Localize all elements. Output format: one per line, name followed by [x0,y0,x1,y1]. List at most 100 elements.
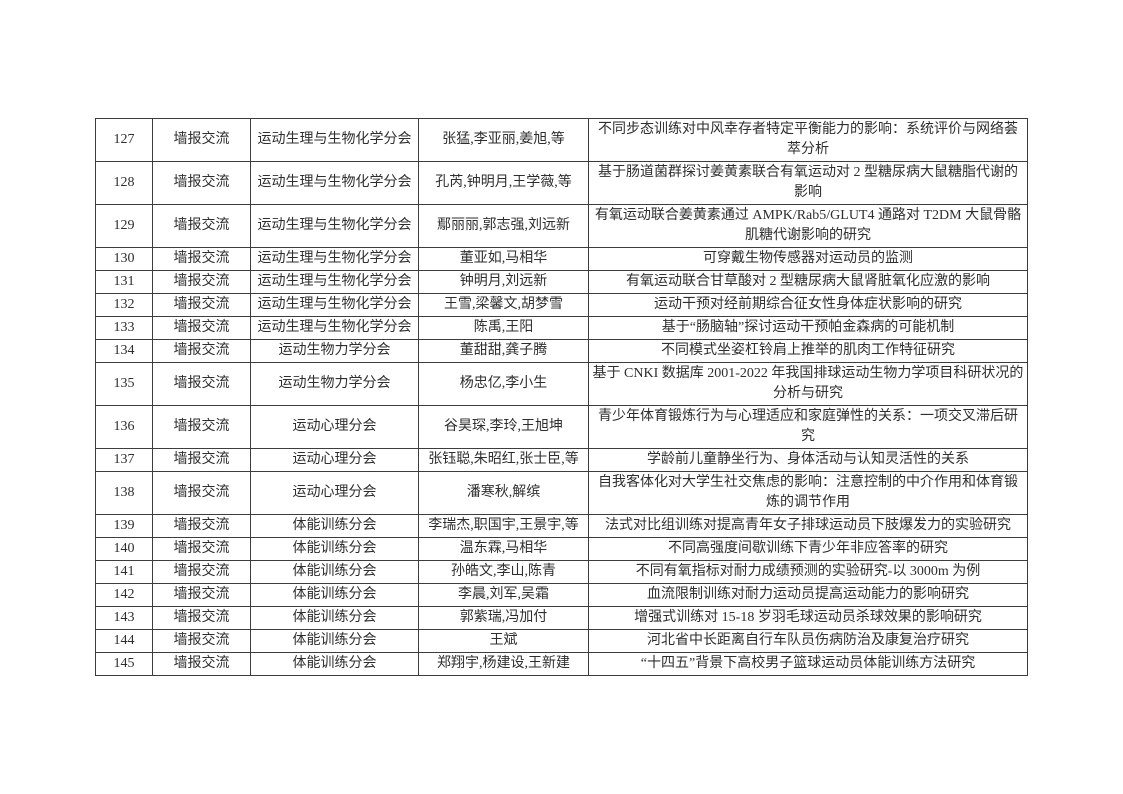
table-row: 135 墙报交流 运动生物力学分会 杨忠亿,李小生 基于 CNKI 数据库 20… [95,362,1028,406]
session-type-cell: 墙报交流 [152,560,251,584]
title-cell: 河北省中长距离自行车队员伤病防治及康复治疗研究 [588,629,1028,653]
table-body: 127 墙报交流 运动生理与生物化学分会 张猛,李亚丽,姜旭,等 不同步态训练对… [95,118,1028,676]
table-row: 138 墙报交流 运动心理分会 潘寒秋,解缤 自我客体化对大学生社交焦虑的影响：… [95,471,1028,515]
authors-cell: 孙皓文,李山,陈青 [418,560,589,584]
authors-cell: 钟明月,刘远新 [418,270,589,294]
branch-cell: 运动生理与生物化学分会 [250,204,419,248]
session-type-cell: 墙报交流 [152,514,251,538]
table-row: 144 墙报交流 体能训练分会 王斌 河北省中长距离自行车队员伤病防治及康复治疗… [95,629,1028,653]
title-cell: 学龄前儿童静坐行为、身体活动与认知灵活性的关系 [588,448,1028,472]
authors-cell: 孔芮,钟明月,王学薇,等 [418,161,589,205]
row-number-cell: 140 [95,537,153,561]
title-cell: 不同有氧指标对耐力成绩预测的实验研究-以 3000m 为例 [588,560,1028,584]
title-cell: 基于“肠脑轴”探讨运动干预帕金森病的可能机制 [588,316,1028,340]
authors-cell: 李晨,刘军,吴霜 [418,583,589,607]
session-type-cell: 墙报交流 [152,652,251,676]
authors-cell: 鄢丽丽,郭志强,刘远新 [418,204,589,248]
session-type-cell: 墙报交流 [152,270,251,294]
title-cell: 不同步态训练对中风幸存者特定平衡能力的影响：系统评价与网络荟萃分析 [588,118,1028,162]
session-type-cell: 墙报交流 [152,405,251,449]
authors-cell: 杨忠亿,李小生 [418,362,589,406]
table-row: 136 墙报交流 运动心理分会 谷昊琛,李玲,王旭坤 青少年体育锻炼行为与心理适… [95,405,1028,449]
row-number-cell: 139 [95,514,153,538]
table-row: 129 墙报交流 运动生理与生物化学分会 鄢丽丽,郭志强,刘远新 有氧运动联合姜… [95,204,1028,248]
session-type-cell: 墙报交流 [152,606,251,630]
table-row: 141 墙报交流 体能训练分会 孙皓文,李山,陈青 不同有氧指标对耐力成绩预测的… [95,560,1028,584]
row-number-cell: 137 [95,448,153,472]
table-row: 128 墙报交流 运动生理与生物化学分会 孔芮,钟明月,王学薇,等 基于肠道菌群… [95,161,1028,205]
branch-cell: 运动心理分会 [250,405,419,449]
session-type-cell: 墙报交流 [152,204,251,248]
branch-cell: 体能训练分会 [250,583,419,607]
row-number-cell: 127 [95,118,153,162]
branch-cell: 运动心理分会 [250,471,419,515]
branch-cell: 运动生理与生物化学分会 [250,316,419,340]
branch-cell: 运动生理与生物化学分会 [250,247,419,271]
title-cell: 增强式训练对 15-18 岁羽毛球运动员杀球效果的影响研究 [588,606,1028,630]
session-type-cell: 墙报交流 [152,362,251,406]
authors-cell: 董甜甜,龚子腾 [418,339,589,363]
row-number-cell: 135 [95,362,153,406]
row-number-cell: 134 [95,339,153,363]
title-cell: 有氧运动联合甘草酸对 2 型糖尿病大鼠肾脏氧化应激的影响 [588,270,1028,294]
session-type-cell: 墙报交流 [152,629,251,653]
table-row: 131 墙报交流 运动生理与生物化学分会 钟明月,刘远新 有氧运动联合甘草酸对 … [95,270,1028,294]
branch-cell: 运动生理与生物化学分会 [250,161,419,205]
row-number-cell: 133 [95,316,153,340]
poster-sessions-table: 127 墙报交流 运动生理与生物化学分会 张猛,李亚丽,姜旭,等 不同步态训练对… [95,118,1028,676]
authors-cell: 董亚如,马相华 [418,247,589,271]
session-type-cell: 墙报交流 [152,247,251,271]
branch-cell: 运动心理分会 [250,448,419,472]
row-number-cell: 145 [95,652,153,676]
branch-cell: 体能训练分会 [250,514,419,538]
table-row: 139 墙报交流 体能训练分会 李瑞杰,职国宇,王景宇,等 法式对比组训练对提高… [95,514,1028,538]
branch-cell: 体能训练分会 [250,537,419,561]
table-row: 134 墙报交流 运动生物力学分会 董甜甜,龚子腾 不同模式坐姿杠铃肩上推举的肌… [95,339,1028,363]
authors-cell: 陈禹,王阳 [418,316,589,340]
branch-cell: 运动生理与生物化学分会 [250,118,419,162]
branch-cell: 体能训练分会 [250,606,419,630]
branch-cell: 体能训练分会 [250,629,419,653]
title-cell: 运动干预对经前期综合征女性身体症状影响的研究 [588,293,1028,317]
title-cell: “十四五”背景下高校男子篮球运动员体能训练方法研究 [588,652,1028,676]
title-cell: 可穿戴生物传感器对运动员的监测 [588,247,1028,271]
session-type-cell: 墙报交流 [152,339,251,363]
row-number-cell: 136 [95,405,153,449]
title-cell: 法式对比组训练对提高青年女子排球运动员下肢爆发力的实验研究 [588,514,1028,538]
row-number-cell: 142 [95,583,153,607]
table-row: 137 墙报交流 运动心理分会 张钰聪,朱昭红,张士臣,等 学龄前儿童静坐行为、… [95,448,1028,472]
table-row: 133 墙报交流 运动生理与生物化学分会 陈禹,王阳 基于“肠脑轴”探讨运动干预… [95,316,1028,340]
authors-cell: 潘寒秋,解缤 [418,471,589,515]
title-cell: 不同模式坐姿杠铃肩上推举的肌肉工作特征研究 [588,339,1028,363]
session-type-cell: 墙报交流 [152,583,251,607]
authors-cell: 李瑞杰,职国宇,王景宇,等 [418,514,589,538]
authors-cell: 谷昊琛,李玲,王旭坤 [418,405,589,449]
session-type-cell: 墙报交流 [152,471,251,515]
authors-cell: 王雪,梁馨文,胡梦雪 [418,293,589,317]
branch-cell: 体能训练分会 [250,652,419,676]
row-number-cell: 141 [95,560,153,584]
session-type-cell: 墙报交流 [152,293,251,317]
row-number-cell: 132 [95,293,153,317]
title-cell: 有氧运动联合姜黄素通过 AMPK/Rab5/GLUT4 通路对 T2DM 大鼠骨… [588,204,1028,248]
authors-cell: 张猛,李亚丽,姜旭,等 [418,118,589,162]
table-row: 132 墙报交流 运动生理与生物化学分会 王雪,梁馨文,胡梦雪 运动干预对经前期… [95,293,1028,317]
table-row: 145 墙报交流 体能训练分会 郑翔宇,杨建设,王新建 “十四五”背景下高校男子… [95,652,1028,676]
table-row: 143 墙报交流 体能训练分会 郭紫瑞,冯加付 增强式训练对 15-18 岁羽毛… [95,606,1028,630]
authors-cell: 张钰聪,朱昭红,张士臣,等 [418,448,589,472]
session-type-cell: 墙报交流 [152,118,251,162]
title-cell: 基于肠道菌群探讨姜黄素联合有氧运动对 2 型糖尿病大鼠糖脂代谢的影响 [588,161,1028,205]
title-cell: 青少年体育锻炼行为与心理适应和家庭弹性的关系：一项交叉滞后研究 [588,405,1028,449]
row-number-cell: 144 [95,629,153,653]
row-number-cell: 130 [95,247,153,271]
authors-cell: 王斌 [418,629,589,653]
session-type-cell: 墙报交流 [152,448,251,472]
title-cell: 不同高强度间歇训练下青少年非应答率的研究 [588,537,1028,561]
session-type-cell: 墙报交流 [152,161,251,205]
session-type-cell: 墙报交流 [152,316,251,340]
authors-cell: 郭紫瑞,冯加付 [418,606,589,630]
row-number-cell: 143 [95,606,153,630]
authors-cell: 郑翔宇,杨建设,王新建 [418,652,589,676]
session-type-cell: 墙报交流 [152,537,251,561]
